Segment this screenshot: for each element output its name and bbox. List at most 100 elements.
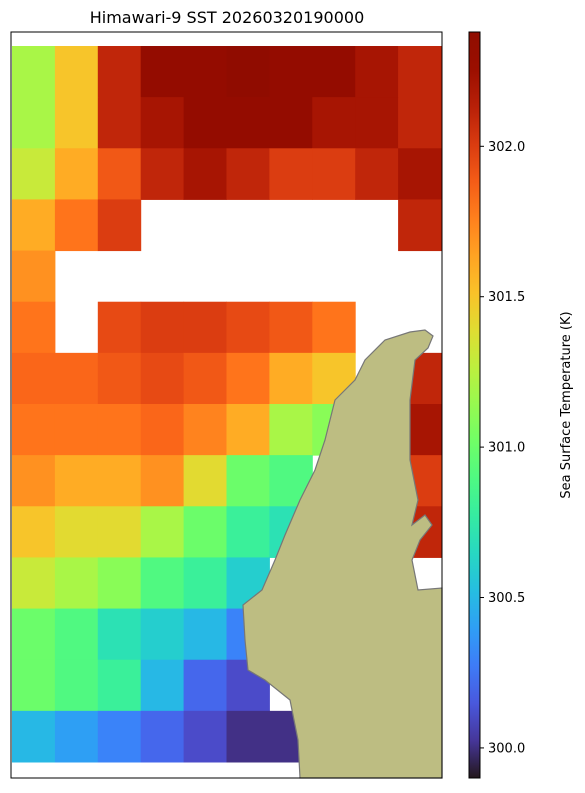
sst-cell	[226, 352, 270, 405]
sst-cell	[97, 659, 142, 712]
sst-cell	[140, 301, 185, 354]
colorbar-tick-label: 301.0	[488, 441, 525, 456]
sst-cell	[226, 46, 270, 98]
sst-cell	[140, 506, 185, 558]
sst-cell	[54, 46, 99, 98]
sst-cell	[12, 148, 56, 200]
sst-cell	[183, 301, 227, 354]
sst-cell	[226, 301, 270, 354]
sst-cell	[183, 352, 227, 405]
sst-cell	[183, 659, 227, 712]
sst-cell	[97, 46, 142, 98]
sst-cell	[269, 148, 313, 200]
sst-cell	[97, 506, 142, 558]
sst-cell	[54, 659, 99, 712]
sst-cell	[312, 46, 356, 98]
sst-cell	[140, 148, 185, 200]
sst-cell	[183, 557, 227, 610]
sst-cell	[140, 557, 185, 610]
sst-cell	[12, 250, 56, 303]
sst-cell	[12, 46, 56, 98]
sst-cell	[183, 506, 227, 558]
sst-cell	[183, 97, 227, 149]
sst-cell	[355, 148, 399, 200]
sst-cell	[97, 455, 142, 507]
sst-cell	[12, 301, 56, 354]
map-frame	[10, 31, 443, 779]
sst-cell	[269, 97, 313, 149]
sst-cell	[54, 557, 99, 610]
sst-cell	[355, 46, 399, 98]
sst-cell	[12, 455, 56, 507]
sst-cell	[140, 404, 185, 456]
sst-cell	[54, 352, 99, 405]
sst-cell	[226, 404, 270, 456]
sst-cell	[398, 148, 442, 200]
sst-cell	[12, 404, 56, 456]
sst-cell	[269, 301, 313, 354]
sst-cell	[97, 710, 142, 763]
sst-cell	[183, 608, 227, 661]
sst-cell	[355, 97, 399, 149]
sst-cell	[140, 352, 185, 405]
sst-cell	[97, 557, 142, 610]
sst-cell	[97, 148, 142, 200]
sst-cell	[312, 97, 356, 149]
colorbar-tick-label: 300.0	[488, 741, 525, 756]
colorbar-label: Sea Surface Temperature (K)	[559, 311, 574, 498]
sst-cell	[97, 608, 142, 661]
sst-cell	[183, 404, 227, 456]
sst-cell	[12, 199, 56, 252]
sst-cell	[12, 710, 56, 763]
sst-cell	[183, 455, 227, 507]
sst-cell	[398, 199, 442, 252]
sst-cell	[54, 404, 99, 456]
sst-cell	[97, 404, 142, 456]
sst-cell	[398, 97, 442, 149]
sst-cell	[12, 97, 56, 149]
sst-cell	[226, 455, 270, 507]
sst-cell	[12, 659, 56, 712]
sst-cell	[226, 710, 270, 763]
colorbar-ticks: 300.0 300.5 301.0 301.5 302.0	[480, 140, 525, 756]
sst-cell	[54, 506, 99, 558]
sst-cell	[183, 148, 227, 200]
sst-cell	[12, 352, 56, 405]
sst-cell	[97, 301, 142, 354]
sst-cell	[140, 455, 185, 507]
colorbar	[468, 31, 481, 779]
sst-cell	[140, 46, 185, 98]
sst-cell	[140, 659, 185, 712]
sst-cell	[97, 97, 142, 149]
sst-cell	[97, 352, 142, 405]
chart-title: Himawari-9 SST 20260320190000	[90, 8, 365, 27]
sst-cell	[54, 710, 99, 763]
sst-cell	[54, 455, 99, 507]
sst-cell	[54, 199, 99, 252]
colorbar-tick-label: 300.5	[488, 591, 525, 606]
sst-cell	[183, 710, 227, 763]
sst-cell	[12, 557, 56, 610]
sst-cell	[226, 148, 270, 200]
sst-cell	[12, 608, 56, 661]
sst-cell	[183, 46, 227, 98]
sst-cell	[12, 506, 56, 558]
sst-cell	[226, 97, 270, 149]
sst-cell	[140, 608, 185, 661]
sst-cell	[54, 608, 99, 661]
sst-cell	[312, 301, 356, 354]
sst-cell	[269, 404, 313, 456]
sst-cell	[140, 97, 185, 149]
sst-cell	[54, 97, 99, 149]
sst-cell	[269, 352, 313, 405]
sst-cell	[140, 710, 185, 763]
sst-cell	[312, 148, 356, 200]
sst-cell	[97, 199, 142, 252]
colorbar-tick-label: 301.5	[488, 290, 525, 305]
sst-cell	[269, 46, 313, 98]
sst-cell	[54, 148, 99, 200]
land	[242, 329, 443, 779]
colorbar-tick-label: 302.0	[488, 140, 525, 155]
sst-cell	[398, 46, 442, 98]
